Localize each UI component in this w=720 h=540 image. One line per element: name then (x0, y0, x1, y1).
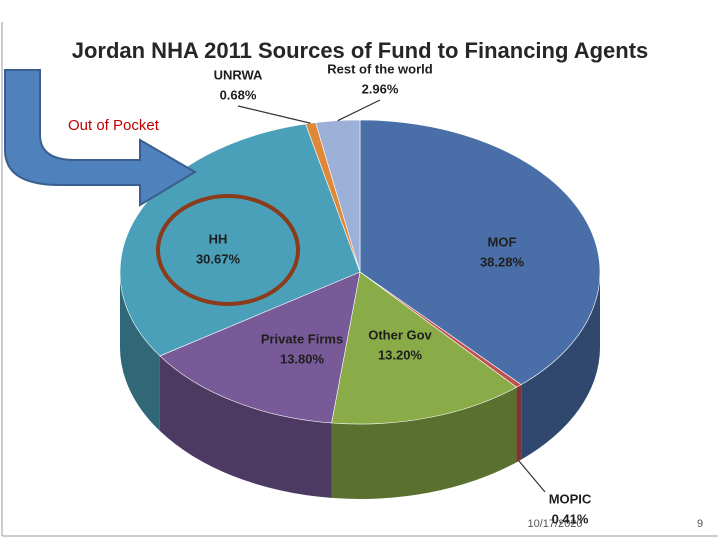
highlight-circle (156, 194, 300, 306)
annotation: Out of Pocket (68, 117, 160, 134)
slice-value-label: 13.20% (378, 347, 423, 362)
slice-side-shade (159, 355, 332, 498)
slice-label: HH (209, 231, 228, 246)
page-number: 9 (697, 518, 703, 530)
slice (159, 271, 361, 424)
slice-side (120, 272, 160, 431)
slice-label: UNRWA (214, 67, 263, 82)
arrow (4, 69, 197, 207)
slice-value-label: 38.28% (480, 254, 525, 269)
slice-value-label: 30.67% (196, 251, 241, 266)
slice-value-label: 0.68% (220, 87, 257, 102)
slice-side-face (521, 272, 600, 460)
slice (359, 119, 601, 385)
slice-side-face (331, 387, 517, 500)
slice-side (521, 272, 600, 460)
slice-side-face (120, 272, 160, 431)
annotation-box (62, 114, 188, 138)
slice-side-shade (120, 272, 160, 431)
leader-line (237, 105, 311, 124)
slice-side-shade (331, 387, 517, 500)
pie-labels: MOF 38.28% MOPIC 0.41% Other Gov 13.20% Privat… (196, 61, 592, 526)
slice-side-shade (516, 384, 522, 463)
slice (331, 271, 518, 425)
footer-date: 10/17/2020 (527, 518, 582, 530)
slice-top (159, 271, 361, 424)
slice-side (516, 384, 522, 463)
slice-value-label: 0.41% (552, 511, 589, 526)
slice-side (331, 387, 517, 500)
slice-top (359, 119, 601, 385)
leader-line (337, 99, 381, 122)
slice-side-shade (521, 272, 600, 460)
slice-side (159, 355, 332, 498)
slice-label: Private Firms (261, 331, 343, 346)
slice-value-label: 13.80% (280, 351, 325, 366)
slice-value-label: 2.96% (362, 81, 399, 96)
slice-label: MOF (488, 234, 517, 249)
slice-label: Rest of the world (327, 61, 433, 76)
slice-side-face (516, 384, 522, 463)
slice-side-face (159, 355, 332, 498)
leader-line (518, 460, 546, 493)
chart-title: Jordan NHA 2011 Sources of Fund to Finan… (72, 38, 649, 63)
pie (119, 119, 601, 500)
slice-top (331, 271, 518, 425)
pie-sides (120, 272, 600, 500)
slice-label: Other Gov (368, 327, 432, 342)
slice-label: MOPIC (549, 491, 592, 506)
pie-tops (119, 119, 601, 425)
